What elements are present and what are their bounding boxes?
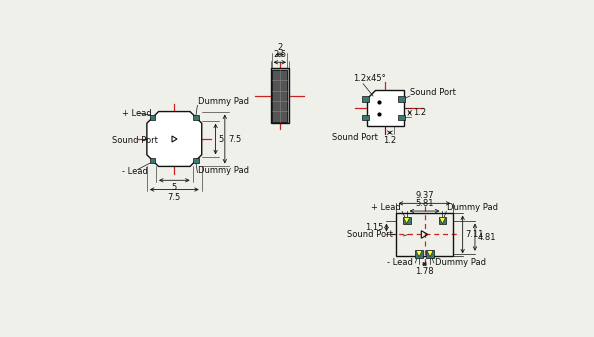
Text: Sound Port: Sound Port	[347, 230, 393, 239]
Text: Sound Port: Sound Port	[112, 136, 158, 145]
Text: 5: 5	[219, 134, 224, 144]
Text: Sound Port: Sound Port	[332, 133, 378, 142]
Text: - Lead: - Lead	[387, 257, 413, 267]
Text: 7.5: 7.5	[228, 134, 241, 144]
Text: 1.78: 1.78	[415, 267, 434, 276]
Text: Dummy Pad: Dummy Pad	[447, 203, 498, 212]
Bar	[150, 115, 156, 120]
Text: 7.11: 7.11	[466, 230, 484, 239]
Polygon shape	[403, 218, 410, 224]
Bar	[426, 250, 434, 257]
Text: 9.37: 9.37	[415, 191, 434, 200]
Polygon shape	[147, 112, 202, 166]
Text: 1.2x45°: 1.2x45°	[353, 74, 386, 83]
Bar	[193, 158, 198, 163]
Bar	[362, 96, 368, 102]
Polygon shape	[367, 90, 403, 126]
Bar	[193, 115, 198, 120]
Bar	[398, 96, 405, 102]
Text: + Lead: + Lead	[371, 203, 400, 212]
Bar	[396, 213, 453, 256]
Bar	[415, 250, 423, 257]
Text: 2: 2	[277, 42, 282, 52]
Text: Dummy Pad: Dummy Pad	[198, 165, 249, 175]
Text: Sound Port: Sound Port	[410, 88, 456, 96]
Text: 5: 5	[172, 183, 177, 192]
Text: 1.2: 1.2	[383, 136, 396, 145]
Text: + Lead: + Lead	[122, 109, 152, 118]
Text: 1.15: 1.15	[365, 223, 383, 232]
Polygon shape	[427, 251, 433, 257]
Bar	[362, 115, 368, 120]
Text: 5.81: 5.81	[415, 199, 434, 208]
Polygon shape	[416, 251, 422, 257]
Text: 7.5: 7.5	[168, 193, 181, 202]
Text: Dummy Pad: Dummy Pad	[435, 257, 486, 267]
Bar	[438, 217, 446, 224]
Polygon shape	[440, 218, 446, 224]
Bar	[150, 158, 156, 163]
Polygon shape	[172, 136, 177, 142]
Text: 2.5: 2.5	[273, 50, 286, 59]
Text: Dummy Pad: Dummy Pad	[198, 97, 249, 106]
Bar	[398, 115, 405, 120]
Bar	[403, 217, 410, 224]
Text: 1.2: 1.2	[413, 108, 426, 117]
Bar	[271, 68, 289, 123]
Text: 4.81: 4.81	[478, 233, 497, 242]
Bar	[273, 70, 287, 122]
Text: - Lead: - Lead	[122, 166, 148, 176]
